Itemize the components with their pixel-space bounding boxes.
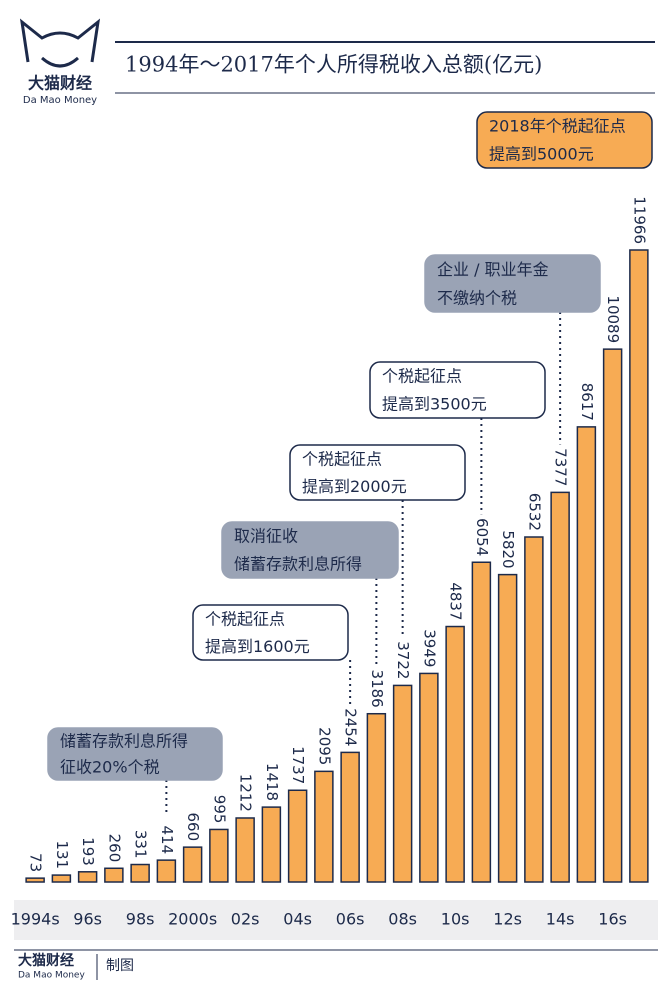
brand-sub: Da Mao Money	[23, 95, 97, 106]
bar	[602, 348, 623, 883]
value-label: 2454	[342, 708, 360, 746]
x-tick-label: 06s	[336, 910, 365, 929]
value-label: 1418	[263, 763, 281, 801]
annotation-text: 提高到3500元	[382, 395, 487, 414]
x-tick-label: 16s	[598, 910, 627, 929]
annotation-text: 储蓄存款利息所得	[60, 732, 188, 751]
bar	[182, 846, 203, 883]
annotation-text: 储蓄存款利息所得	[234, 555, 362, 574]
value-label: 331	[132, 830, 150, 859]
value-label: 1212	[237, 774, 255, 812]
x-tick-label: 14s	[546, 910, 575, 929]
x-tick-label: 1994s	[11, 910, 60, 929]
annotation-box	[289, 444, 466, 501]
annotation-text: 提高到5000元	[489, 145, 594, 164]
annotation-box	[476, 111, 653, 169]
x-tick-label: 2000s	[168, 910, 217, 929]
bar	[576, 426, 597, 883]
bar	[629, 249, 649, 883]
value-label: 4837	[447, 582, 465, 620]
value-label: 131	[53, 840, 71, 869]
logo-icon	[19, 18, 101, 63]
bar	[261, 806, 282, 883]
annotation-text: 征收20%个税	[60, 758, 160, 777]
x-tick-label: 12s	[493, 910, 522, 929]
bar	[235, 817, 255, 883]
bar	[524, 536, 544, 883]
chart-title: 1994年～2017年个人所得税收入总额(亿元)	[125, 53, 542, 77]
x-tick-label: 02s	[231, 910, 260, 929]
bar	[366, 712, 387, 883]
x-tick-label: 96s	[73, 910, 102, 929]
value-label: 7377	[552, 448, 570, 486]
x-tick-label: 98s	[126, 910, 155, 929]
value-label: 5820	[499, 530, 517, 568]
bar	[51, 874, 72, 883]
value-label: 3949	[420, 629, 438, 667]
x-tick-label: 10s	[441, 910, 470, 929]
value-label: 3722	[394, 641, 412, 679]
annotation-box	[47, 727, 223, 781]
footer-name: 大猫财经	[18, 952, 74, 969]
bar	[497, 573, 518, 883]
value-label: 995	[210, 795, 228, 824]
bar	[340, 751, 360, 883]
bar	[156, 859, 177, 883]
annotation-text: 2018年个税起征点	[489, 117, 626, 136]
bar	[104, 867, 124, 883]
bar	[419, 672, 439, 883]
bar	[471, 561, 492, 883]
value-label: 11966	[630, 196, 648, 244]
bar	[77, 871, 98, 883]
annotation-box	[192, 604, 349, 661]
x-tick-label: 08s	[388, 910, 417, 929]
value-label: 2095	[315, 727, 333, 765]
annotation-text: 个税起征点	[382, 367, 462, 386]
bar	[130, 863, 150, 883]
x-tick-label: 04s	[283, 910, 312, 929]
value-label: 660	[184, 813, 202, 842]
annotation-box	[221, 521, 399, 579]
value-label: 3186	[368, 670, 386, 708]
bar	[392, 684, 413, 883]
annotation-text: 企业 / 职业年金	[437, 260, 549, 279]
footer-note: 制图	[106, 958, 134, 974]
bar	[445, 625, 465, 883]
value-label: 8617	[578, 383, 596, 421]
bar	[25, 877, 45, 883]
bar	[550, 491, 570, 883]
value-label: 6054	[473, 518, 491, 556]
bar	[314, 770, 334, 883]
annotation-text: 取消征收	[234, 527, 298, 546]
annotation-box	[424, 254, 601, 313]
annotation-text: 不缴纳个税	[437, 288, 517, 307]
annotation-text: 提高到2000元	[302, 477, 407, 496]
value-label: 6532	[525, 493, 543, 531]
x-band	[14, 900, 658, 940]
value-label: 1737	[289, 746, 307, 784]
brand-name: 大猫财经	[28, 74, 92, 93]
value-label: 193	[79, 837, 97, 866]
logo-smile	[41, 56, 79, 68]
annotation-text: 个税起征点	[205, 609, 285, 628]
annotation-text: 提高到1600元	[205, 637, 310, 656]
value-label: 260	[105, 834, 123, 863]
bar	[287, 789, 308, 883]
annotation-text: 个税起征点	[302, 449, 382, 468]
value-label: 73	[27, 853, 45, 872]
footer-sub: Da Mao Money	[18, 971, 85, 981]
annotation-box	[369, 361, 546, 419]
bar	[209, 828, 229, 883]
logo	[19, 18, 101, 68]
value-label: 10089	[604, 295, 622, 343]
value-label: 414	[158, 825, 176, 854]
